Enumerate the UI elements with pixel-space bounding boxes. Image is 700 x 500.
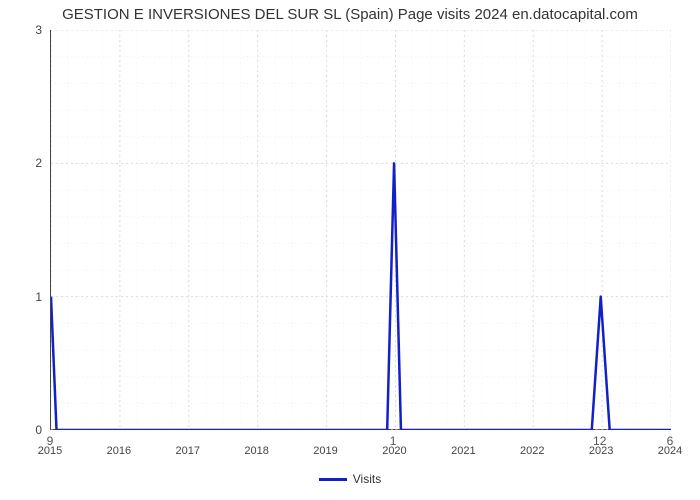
chart-container: GESTION E INVERSIONES DEL SUR SL (Spain)…: [0, 0, 700, 500]
x-tick-label: 2019: [313, 445, 337, 457]
x-tick-label: 2016: [107, 445, 131, 457]
chart-title: GESTION E INVERSIONES DEL SUR SL (Spain)…: [0, 6, 700, 23]
callout-label: 12: [593, 434, 606, 448]
callout-label: 1: [390, 434, 397, 448]
y-tick-label: 3: [35, 23, 42, 37]
y-tick-label: 2: [35, 156, 42, 170]
x-tick-label: 2022: [520, 445, 544, 457]
chart-svg: [51, 30, 671, 430]
x-tick-label: 2018: [244, 445, 268, 457]
y-tick-label: 0: [35, 423, 42, 437]
callout-label: 9: [47, 434, 54, 448]
y-tick-label: 1: [35, 290, 42, 304]
legend: Visits: [0, 472, 700, 486]
x-tick-label: 2017: [176, 445, 200, 457]
x-tick-label: 2021: [451, 445, 475, 457]
legend-swatch: [319, 478, 347, 481]
plot-area: [50, 30, 670, 430]
legend-label: Visits: [353, 472, 381, 486]
callout-label: 6: [667, 434, 674, 448]
